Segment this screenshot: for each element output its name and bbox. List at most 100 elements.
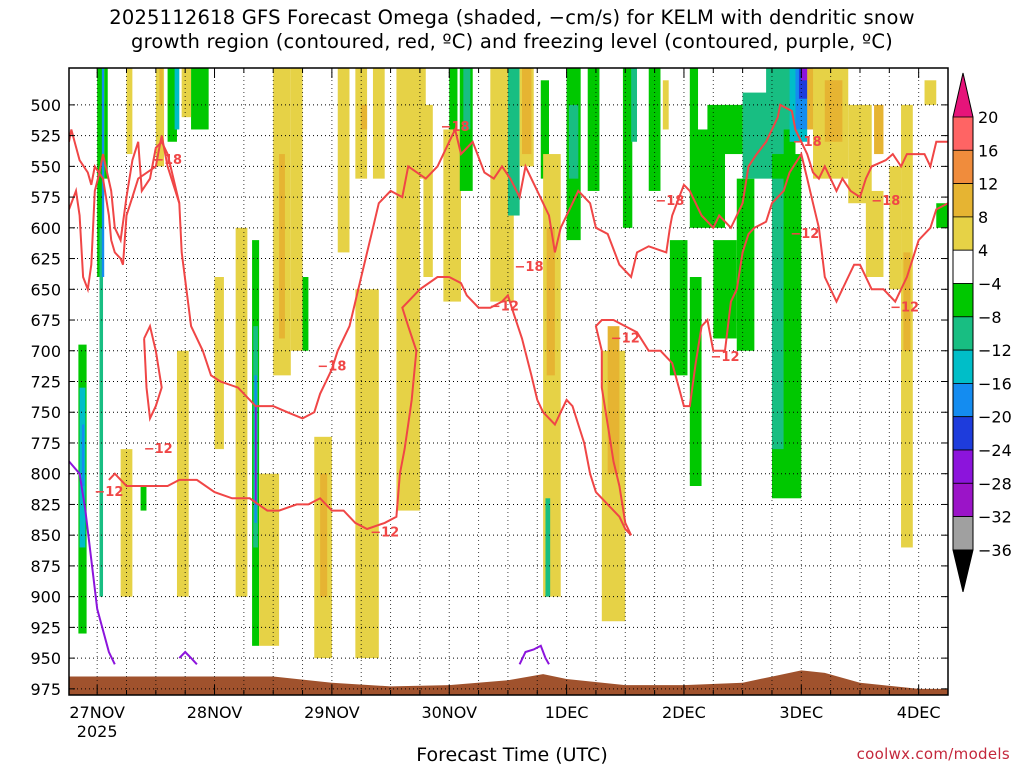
colorbar-label: 12 [978,175,998,194]
credit-text: coolwx.com/models [856,745,1010,763]
omega-shade-cell [355,289,379,659]
plot-layer [69,68,948,695]
omega-shade-cell [414,68,426,179]
omega-shade-cell [214,277,224,450]
contour-label: −18 [871,194,900,209]
colorbar-top-arrow [953,73,973,117]
x-tick-label: 30NOV [421,703,477,722]
omega-shade-cell [302,277,309,351]
y-tick-label: 650 [30,280,61,299]
omega-shade-cell [81,424,85,486]
x-tick-label: 3DEC [779,703,823,722]
colorbar-label: −24 [978,441,1012,460]
colorbar-swatch [952,283,974,318]
colorbar-label: 4 [978,241,988,260]
omega-shade-cell [824,80,843,142]
contour-label: −12 [711,350,740,365]
omega-shade-cell [736,178,755,351]
dendritic-contour [143,323,163,423]
contour-label: −12 [611,331,640,346]
x-tick-sublabel: 2025 [77,722,118,741]
y-tick-label: 625 [30,250,61,269]
omega-shade-cell [568,104,579,179]
colorbar-label: 20 [978,108,998,127]
freezing-level-contour [518,644,550,665]
y-tick-label: 725 [30,373,61,392]
x-axis-label: Forecast Time (UTC) [416,744,608,766]
contour-label: −12 [370,526,399,541]
y-tick-label: 550 [30,157,61,176]
y-tick-label: 675 [30,311,61,330]
y-tick-label: 925 [30,618,61,637]
omega-shade-cell [669,240,688,376]
colorbar-label: −4 [978,275,1002,294]
omega-shade-cell [689,68,699,228]
freezing-level-contour [178,650,198,665]
y-tick-label: 825 [30,495,61,514]
x-tick-label: 1DEC [545,703,589,722]
omega-shade-cell [689,277,702,486]
y-tick-label: 950 [30,649,61,668]
y-tick-label: 975 [30,680,61,699]
colorbar-outline [952,72,974,593]
omega-shade-cell [361,104,368,130]
dendritic-contour [108,151,948,536]
contour-label: −12 [94,485,123,500]
contour-label: −12 [790,227,819,242]
omega-shade-cell [771,178,784,450]
omega-shade-cell [255,406,257,505]
omega-shade-cell [155,68,165,167]
omega-shade-cell [865,190,884,277]
contour-label: −18 [441,120,470,135]
colorbar-label: 16 [978,141,998,160]
colorbar-swatch [952,416,974,451]
colorbar-label: 8 [978,208,988,227]
omega-shade-cell [631,68,638,142]
omega-shade-cell [126,68,133,155]
omega-shade-cell [396,68,420,511]
dendritic-contour [69,129,181,266]
x-tick-label: 4DEC [897,703,941,722]
x-tick-label: 2DEC [662,703,706,722]
omega-shade-cell [372,68,385,179]
omega-shade-cell [607,326,620,474]
omega-shade-cell [443,129,461,302]
colorbar-swatch [952,316,974,351]
y-tick-label: 750 [30,403,61,422]
colorbar-label: −36 [978,541,1012,560]
colorbar-swatch [952,216,974,251]
contour-label: −12 [490,300,519,315]
colorbar-swatch [952,482,974,517]
y-tick-label: 600 [30,219,61,238]
contour-label: −12 [890,301,919,316]
y-tick-label: 500 [30,96,61,115]
colorbar-swatch [952,349,974,384]
omega-shade-cell [540,80,549,179]
omega-shade-cell [290,68,303,351]
colorbar-label: −12 [978,341,1012,360]
colorbar-swatch [952,382,974,418]
dendritic-contour [69,103,948,420]
contour-label: −18 [655,194,684,209]
contour-label: −12 [144,442,173,457]
omega-shade-cell [622,68,633,228]
colorbar-label: −16 [978,374,1012,393]
omega-shade-cell [101,68,105,277]
y-tick-label: 800 [30,465,61,484]
omega-shade-cell [176,350,189,597]
colorbar-label: −20 [978,408,1012,427]
omega-shade-cell [320,473,328,597]
omega-shade-cell [807,68,816,130]
omega-shade-cell [159,68,163,105]
omega-shade-cell [140,486,147,511]
omega-shade-cell [104,68,108,179]
omega-shade-cell [279,154,285,339]
omega-shade-cell [337,68,350,253]
omega-shade-cell [521,68,532,155]
colorbar-label: −28 [978,474,1012,493]
x-tick-label: 29NOV [304,703,360,722]
x-tick-label: 28NOV [187,703,243,722]
omega-shade-cell [924,80,937,105]
omega-shade-cell [463,68,471,130]
